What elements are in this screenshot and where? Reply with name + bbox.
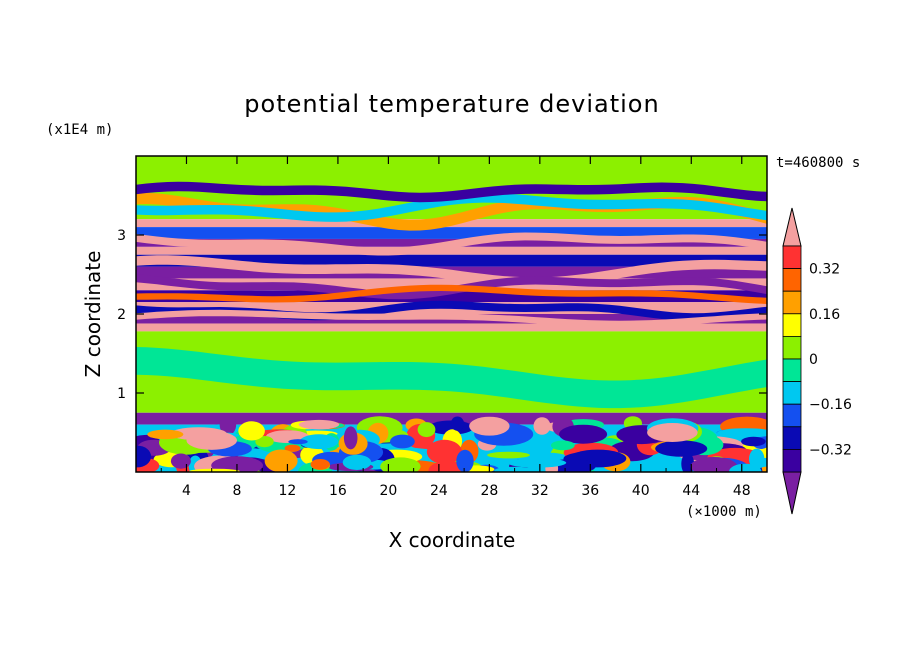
turbulence-patch	[288, 439, 308, 445]
turbulence-patch	[342, 454, 372, 470]
x-tick-label: 48	[733, 483, 751, 499]
colorbar: 0.32 0.16 0 −0.16 −0.32	[782, 207, 852, 515]
x-tick-label: 28	[480, 483, 498, 499]
field-band	[136, 227, 767, 239]
turbulence-patch	[343, 426, 358, 450]
thermal-plume	[298, 419, 340, 430]
colorbar-tick-label: 0.32	[809, 262, 840, 278]
colorbar-swatch	[782, 358, 802, 383]
colorbar-swatch	[782, 268, 802, 292]
turbulence-patch	[456, 449, 474, 472]
turbulence-patch	[219, 413, 237, 436]
turbulence-patch	[487, 451, 530, 459]
colorbar-swatch	[782, 381, 802, 405]
colorbar-swatch	[782, 290, 802, 315]
y-tick-label: 1	[117, 386, 126, 402]
colorbar-swatch	[782, 245, 802, 270]
field-wave	[136, 284, 767, 304]
colorbar-swatch	[782, 403, 802, 428]
turbulence-patch	[550, 440, 575, 451]
field-band	[136, 278, 767, 291]
x-tick-label: 36	[581, 483, 599, 499]
colorbar-tick-label: −0.16	[809, 397, 852, 413]
field-band	[136, 323, 767, 332]
field-wave	[136, 193, 767, 222]
colorbar-tick-label: −0.32	[809, 442, 852, 458]
turbulence-patch	[450, 416, 465, 431]
y-unit-label: (x1E4 m)	[46, 122, 113, 138]
turbulence-patch	[741, 436, 766, 447]
turbulence-patch	[170, 453, 191, 469]
turbulence-patch	[417, 422, 436, 438]
turbulence-patch	[690, 457, 738, 472]
x-unit-label: (×1000 m)	[686, 504, 762, 520]
turbulence-patch	[255, 436, 274, 448]
turbulence-patch	[380, 457, 421, 472]
turbulence-patch	[559, 424, 608, 444]
colorbar-min-triangle	[782, 471, 802, 515]
x-tick-label: 20	[379, 483, 397, 499]
x-tick-label: 24	[430, 483, 448, 499]
field-band	[136, 254, 767, 267]
thermal-plume	[469, 416, 510, 436]
turbulence-patch	[390, 434, 415, 449]
turbulence-patch	[507, 458, 567, 468]
field-wave	[136, 232, 767, 256]
field-wave	[136, 309, 767, 327]
y-axis-title: Z coordinate	[81, 251, 105, 378]
turbulence-patch	[716, 428, 767, 438]
x-tick-label: 16	[329, 483, 347, 499]
x-tick-label: 4	[182, 483, 191, 499]
colorbar-tick-label: 0.16	[809, 307, 840, 323]
colorbar-swatch	[782, 335, 802, 360]
y-tick-label: 3	[117, 228, 126, 244]
colorbar-max-triangle	[782, 207, 802, 247]
x-axis: 4 8 12 16 20 24 28 32 36 40 44 48	[160, 156, 751, 499]
y-axis: 1 2 3	[117, 228, 767, 402]
field-wave	[136, 347, 767, 409]
turbulence-patch	[189, 468, 240, 472]
thermal-plume	[647, 423, 698, 442]
thermal-plume	[186, 430, 237, 450]
turbulence-patch	[136, 445, 152, 468]
colorbar-tick-label: 0	[809, 352, 818, 368]
turbulence-patch	[310, 459, 330, 470]
x-tick-label: 12	[279, 483, 297, 499]
field-band	[136, 290, 767, 303]
colorbar-swatch	[782, 426, 802, 450]
turbulence-patch	[284, 444, 301, 452]
x-tick-label: 40	[632, 483, 650, 499]
chart-title: potential temperature deviation	[244, 90, 659, 118]
field-wave	[136, 255, 767, 287]
field-wave	[136, 181, 767, 203]
turbulence-patch	[147, 429, 184, 440]
turbulence-patch	[426, 439, 462, 464]
turbulence-patch	[533, 417, 551, 435]
x-tick-label: 32	[531, 483, 549, 499]
y-tick-label: 2	[117, 307, 126, 323]
x-tick-label: 8	[232, 483, 241, 499]
colorbar-swatch	[782, 313, 802, 337]
turbulence-patch	[264, 449, 298, 472]
plot-field	[136, 156, 767, 472]
turbulence-patch	[729, 463, 762, 472]
colorbar-swatch	[782, 448, 802, 473]
x-tick-label: 44	[682, 483, 700, 499]
field-band	[136, 246, 767, 255]
x-axis-title: X coordinate	[389, 528, 516, 552]
turbulence-patch	[749, 448, 765, 470]
time-label: t=460800 s	[776, 155, 860, 171]
turbulence-patch	[238, 421, 265, 441]
field-band	[136, 412, 767, 425]
turbulence-patch	[299, 434, 339, 450]
turbulence-patch	[655, 440, 708, 457]
